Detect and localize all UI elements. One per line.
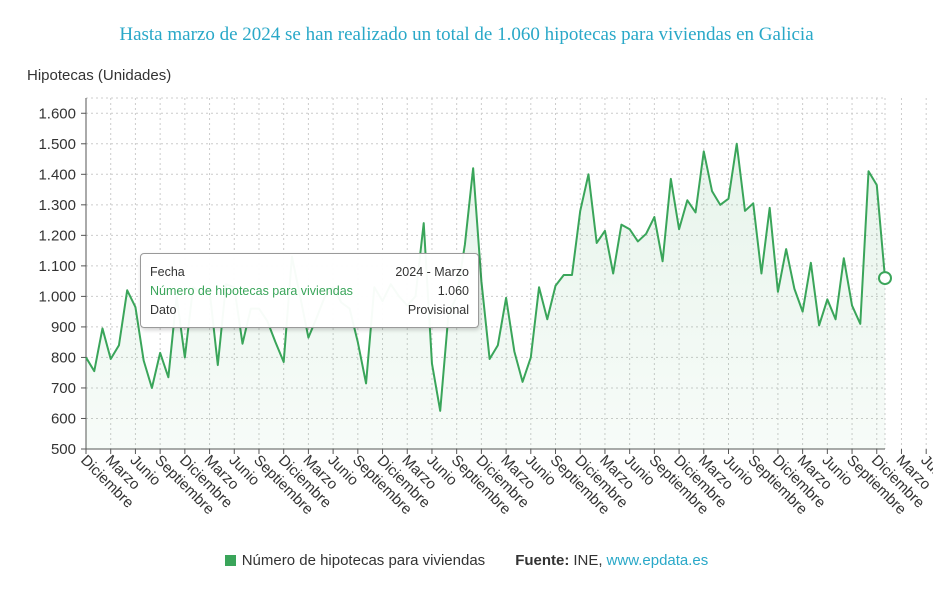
tooltip-series-value: 1.060 [437, 284, 469, 298]
tooltip-series-label: Número de hipotecas para viviendas [150, 284, 353, 298]
x-axis-ticks: DiciembreMarzoJunioSeptiembreDiciembreMa… [77, 452, 933, 518]
legend-swatch [224, 555, 236, 566]
source-label: Fuente: [515, 552, 570, 569]
source-link[interactable]: www.epdata.es [606, 552, 709, 569]
y-tick-label: 1.500 [38, 136, 76, 153]
legend-series-label[interactable]: Número de hipotecas para viviendas [241, 552, 486, 569]
y-tick-label: 1.000 [38, 288, 76, 305]
series-layer [85, 142, 886, 449]
series-line [85, 142, 886, 412]
chart-title: Hasta marzo de 2024 se han realizado un … [119, 24, 814, 45]
y-tick-label: 1.100 [38, 258, 76, 275]
y-tick-label: 1.200 [38, 227, 76, 244]
tooltip-date-label: Fecha [150, 265, 185, 279]
y-axis-ticks: 500 600 700 800 900 1.000 1.100 1.200 1.300 1.400… [38, 105, 76, 458]
highlight-point [878, 271, 892, 286]
source-value: INE, [573, 552, 603, 569]
y-tick-label: 500 [51, 441, 76, 458]
y-tick-label: 900 [51, 319, 76, 336]
y-tick-label: 1.300 [38, 197, 76, 214]
y-tick-label: 800 [51, 349, 76, 366]
data-tooltip: Fecha 2024 - Marzo Número de hipotecas pa… [140, 253, 479, 328]
tooltip-status-value: Provisional [407, 303, 469, 317]
y-tick-label: 1.400 [38, 166, 76, 183]
y-tick-label: 1.600 [38, 105, 76, 122]
y-tick-label: 600 [51, 410, 76, 427]
highlight-layer [878, 271, 892, 286]
y-tick-label: 700 [51, 380, 76, 397]
y-axis-label: Hipotecas (Unidades) [27, 67, 172, 84]
tooltip-date-value: 2024 - Marzo [395, 265, 469, 279]
tooltip-status-label: Dato [150, 303, 177, 317]
series-area [86, 143, 885, 449]
chart-legend: Número de hipotecas para viviendas Fuent… [0, 552, 933, 569]
